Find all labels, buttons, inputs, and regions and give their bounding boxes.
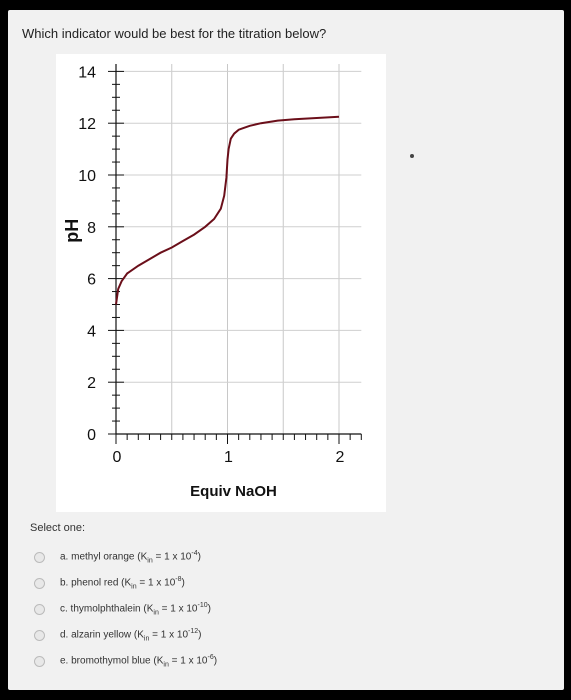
radio-button[interactable] — [34, 551, 45, 563]
answer-option[interactable]: c. thymolphthalein (Kin = 1 x 10-10) — [30, 596, 217, 622]
option-label: a. methyl orange (Kin = 1 x 10-4) — [60, 549, 201, 565]
radio-button[interactable] — [34, 577, 45, 589]
option-label: d. alzarin yellow (Kin = 1 x 10-12) — [60, 627, 202, 643]
y-tick-label: 4 — [87, 323, 96, 340]
x-tick-label: 0 — [113, 449, 122, 466]
answer-option[interactable]: d. alzarin yellow (Kin = 1 x 10-12) — [30, 622, 217, 648]
y-tick-label: 10 — [78, 168, 96, 185]
select-one-label: Select one: — [30, 522, 86, 534]
radio-button[interactable] — [34, 603, 45, 615]
titration-curve — [115, 115, 340, 305]
x-tick-label: 1 — [224, 449, 233, 466]
y-axis-label: pH — [62, 219, 82, 243]
option-label: b. phenol red (Kin = 1 x 10-8) — [60, 575, 185, 591]
answer-option[interactable]: e. bromothymol blue (Kin = 1 x 10-6) — [30, 648, 217, 674]
radio-button[interactable] — [34, 629, 45, 641]
y-tick-label: 6 — [87, 272, 96, 289]
option-label: c. thymolphthalein (Kin = 1 x 10-10) — [60, 601, 211, 617]
stray-dot — [410, 154, 414, 158]
y-tick-label: 2 — [87, 375, 96, 392]
chart-panel: 0 2 4 6 8 10 12 14 0 1 2 pH Equiv NaOH — [56, 54, 386, 512]
y-tick-label: 12 — [78, 116, 96, 133]
question-text: Which indicator would be best for the ti… — [22, 26, 327, 41]
chart-ticks — [108, 70, 362, 444]
radio-button[interactable] — [34, 655, 45, 667]
answer-option[interactable]: a. methyl orange (Kin = 1 x 10-4) — [30, 544, 217, 570]
answer-options: a. methyl orange (Kin = 1 x 10-4) b. phen… — [30, 544, 217, 674]
x-tick-label: 2 — [336, 449, 345, 466]
option-label: e. bromothymol blue (Kin = 1 x 10-6) — [60, 653, 218, 669]
y-tick-label: 0 — [87, 427, 96, 444]
question-card: Which indicator would be best for the ti… — [8, 10, 564, 690]
y-tick-label: 8 — [87, 220, 96, 237]
x-axis-label: Equiv NaOH — [190, 483, 277, 500]
chart-grid — [116, 64, 362, 434]
chart-axes — [115, 64, 362, 435]
y-tick-label: 14 — [78, 64, 96, 81]
answer-option[interactable]: b. phenol red (Kin = 1 x 10-8) — [30, 570, 217, 596]
